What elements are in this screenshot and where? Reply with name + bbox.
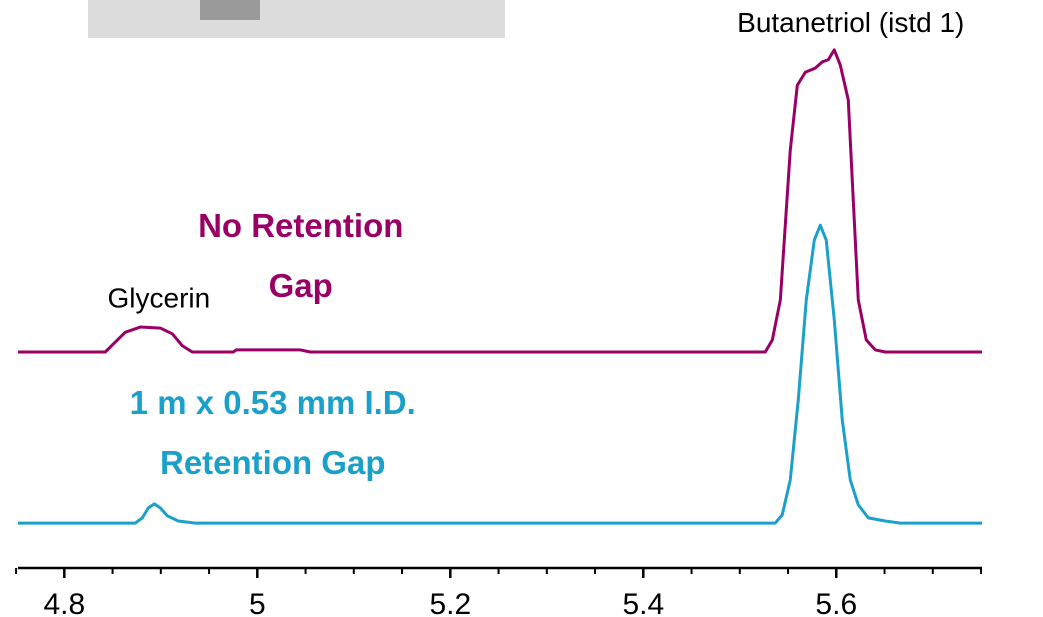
annotation: Butanetriol (istd 1): [737, 7, 964, 38]
annotation: Glycerin: [108, 282, 211, 313]
trace: [18, 223, 982, 525]
x-tick-label: 5.6: [815, 588, 857, 617]
x-tick-label: 5.2: [429, 588, 471, 617]
photo: [88, 0, 505, 38]
x-tick-label: 4.8: [43, 588, 85, 617]
annotation: No Retention: [198, 207, 403, 244]
x-tick-label: 5: [249, 588, 266, 617]
annotation: 1 m x 0.53 mm I.D.: [130, 384, 416, 421]
annotation: Retention Gap: [160, 444, 386, 481]
x-tick-label: 5.4: [622, 588, 664, 617]
annotation: Gap: [269, 267, 333, 304]
photo-detail: [200, 0, 260, 20]
trace: [18, 48, 982, 354]
